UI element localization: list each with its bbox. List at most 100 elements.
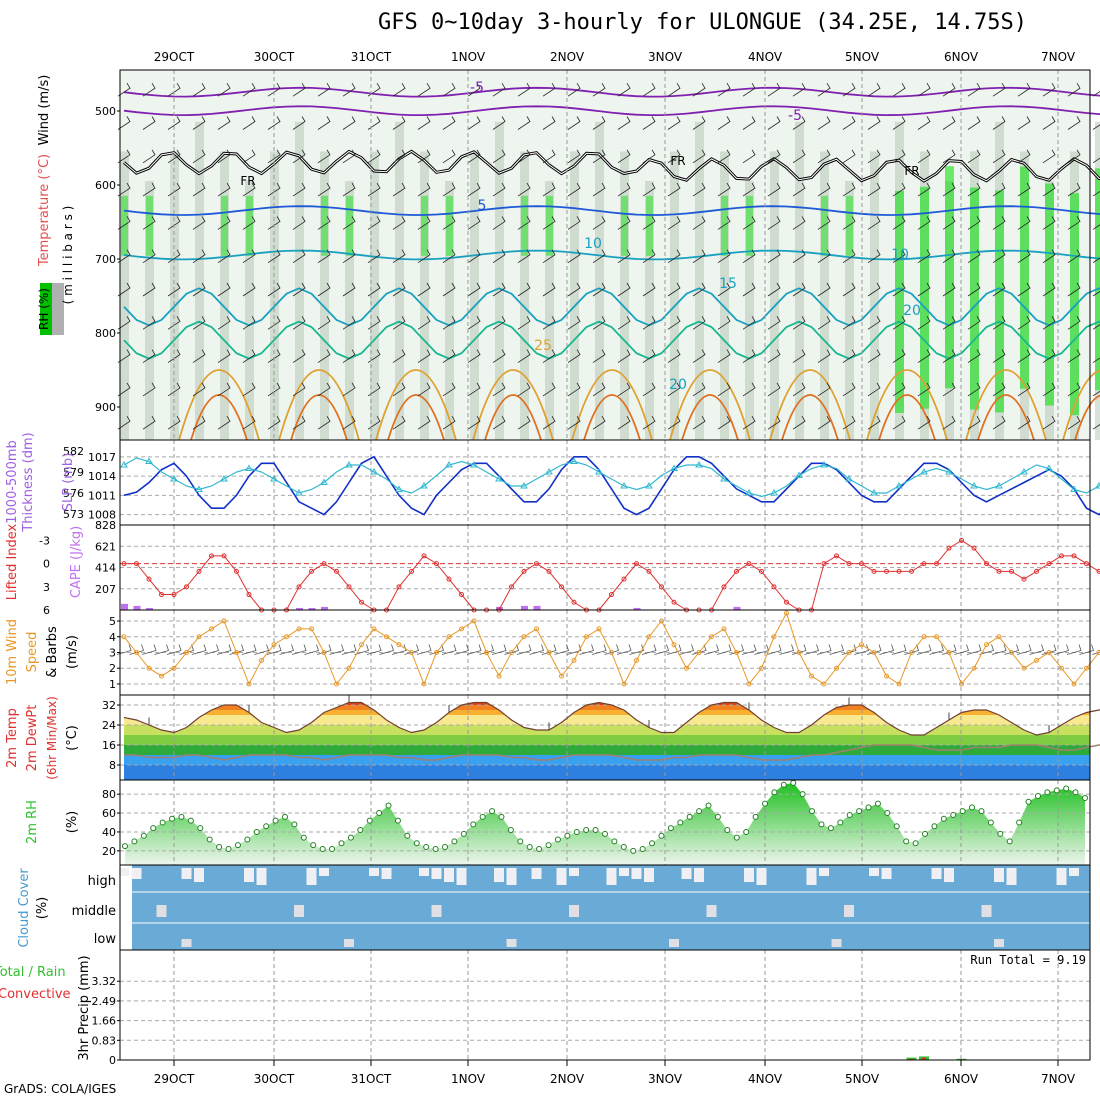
cloud-high-block xyxy=(881,868,892,879)
wind-barb xyxy=(517,82,531,97)
wind-barb xyxy=(892,282,906,297)
rh-marker xyxy=(413,840,420,847)
wind-barb xyxy=(567,282,581,297)
wind-barb xyxy=(842,182,856,197)
wind-barb xyxy=(942,382,956,397)
wind-speed-marker xyxy=(496,673,502,679)
rh-marker xyxy=(140,832,147,839)
wind-barb xyxy=(267,415,281,430)
wind-barb xyxy=(917,415,931,430)
wind-barb xyxy=(642,182,656,197)
wind-barb xyxy=(1092,390,1100,397)
wind-speed-marker xyxy=(771,634,777,640)
cloud-row-label: high xyxy=(88,874,116,889)
wind-barb xyxy=(642,216,656,230)
rh-marker xyxy=(187,817,194,824)
wind-barb-10m xyxy=(979,644,995,655)
wind-barb xyxy=(267,349,281,363)
lifted-index-marker xyxy=(446,576,452,582)
cape-bar xyxy=(633,607,641,610)
wind-barb xyxy=(592,282,606,297)
wind-barb xyxy=(342,82,356,97)
wind-barb xyxy=(192,282,206,297)
wind-barb xyxy=(517,382,531,397)
thickness-axis-label: 1000-500mb xyxy=(5,440,20,524)
rh-legend-swatch xyxy=(52,283,64,335)
wind-barb xyxy=(692,249,706,264)
wind-barb xyxy=(392,149,406,164)
wind-barb xyxy=(942,182,956,197)
cloud-low-block xyxy=(831,939,842,947)
wind-barb xyxy=(242,116,256,130)
wind-barb xyxy=(442,415,456,430)
wind-barb xyxy=(542,216,556,230)
wind-barb xyxy=(392,415,406,430)
temperature-contour-label: -5 xyxy=(788,108,802,124)
wind-barb xyxy=(867,249,881,264)
lifted-index-marker xyxy=(309,568,314,574)
thickness-unit-label: Thickness (dm) xyxy=(21,432,36,532)
rh-marker xyxy=(329,845,336,852)
wind-speed-marker xyxy=(1071,681,1077,687)
cloud-high-block xyxy=(694,868,704,882)
temperature-tick-label: 24 xyxy=(102,719,116,732)
wind-barb xyxy=(342,415,356,430)
rh-marker xyxy=(404,832,411,839)
wind-speed-marker xyxy=(1096,650,1100,655)
freezing-level-label: FR xyxy=(904,164,919,178)
rh-tick-label: 20 xyxy=(102,845,116,858)
wind-barb xyxy=(567,415,581,430)
wind-barb xyxy=(867,316,881,330)
rh-marker xyxy=(357,827,364,834)
speed-axis-label: Speed xyxy=(25,632,40,673)
rh-band xyxy=(820,151,829,440)
temp-unit-label: (°C) xyxy=(65,725,80,751)
wind-speed-marker xyxy=(609,650,614,655)
wind-speed-marker xyxy=(984,642,989,648)
temperature-contour-warm xyxy=(965,369,1047,441)
wind-barb xyxy=(167,182,181,197)
wind-barb xyxy=(1017,82,1031,97)
wind-speed-marker xyxy=(259,657,264,663)
wind-barb xyxy=(792,415,806,430)
rh-moist-band xyxy=(446,195,453,256)
wind-barb xyxy=(517,182,531,197)
wind-barb xyxy=(842,349,856,363)
wind-barb xyxy=(467,116,481,130)
rh-marker xyxy=(319,845,326,852)
wind-barb xyxy=(717,116,731,130)
wind-barb xyxy=(742,182,756,197)
rh-moist-band xyxy=(821,195,828,256)
date-label-top: 2NOV xyxy=(550,50,585,64)
wind-speed-marker xyxy=(884,673,889,679)
cloud-high-block xyxy=(131,868,142,879)
temperature-contour-warm xyxy=(375,369,457,441)
wind-barb xyxy=(667,82,681,97)
temperature-contour-label: 20 xyxy=(903,303,921,319)
wind-barb xyxy=(542,282,556,297)
wind-barb-10m xyxy=(216,644,232,655)
wind-speed-marker xyxy=(509,650,514,655)
wind-barb-10m xyxy=(341,644,357,655)
lifted-index-marker xyxy=(521,568,527,574)
li-tick-label: 6 xyxy=(43,604,50,617)
cloud-middle-block xyxy=(844,905,854,917)
rh-marker xyxy=(893,823,900,830)
wind-barb xyxy=(592,415,606,430)
rh-marker xyxy=(658,832,665,839)
wind-barb xyxy=(492,116,506,130)
thickness-marker xyxy=(120,461,128,468)
wind-speed-marker xyxy=(434,650,439,655)
wind-barb xyxy=(642,116,656,130)
rh-band xyxy=(345,181,354,440)
rh-marker xyxy=(197,825,204,832)
precip-tick-label: 1.66 xyxy=(92,1015,117,1028)
wind-barb xyxy=(942,82,956,97)
wind-barb xyxy=(717,382,731,397)
wind-speed-marker xyxy=(846,650,852,655)
wind-barb xyxy=(292,82,306,97)
wind-barb-10m xyxy=(666,644,682,655)
wind-barb xyxy=(767,182,781,197)
temperature-tick-label: 16 xyxy=(102,739,116,752)
wind-barb xyxy=(217,415,231,430)
